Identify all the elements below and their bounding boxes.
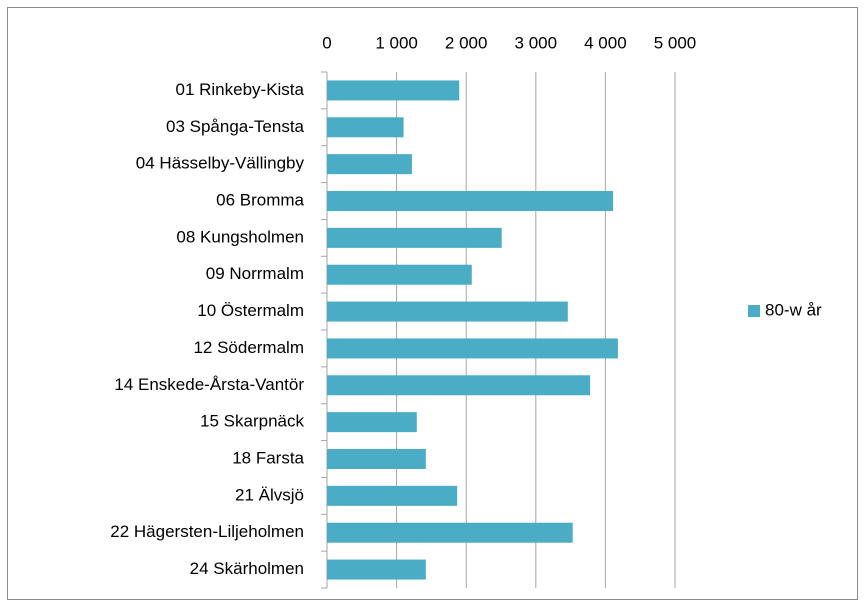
y-tick-label: 06 Bromma xyxy=(216,190,304,209)
bar xyxy=(327,191,614,211)
x-tick-label: 0 xyxy=(322,33,331,52)
x-tick-label: 5 000 xyxy=(654,33,697,52)
y-tick-label: 14 Enskede-Årsta-Vantör xyxy=(114,375,304,394)
bar xyxy=(327,227,502,248)
x-tick-label: 3 000 xyxy=(515,33,558,52)
bar xyxy=(327,338,618,359)
y-tick-label: 10 Östermalm xyxy=(197,301,304,320)
x-tick-label: 2 000 xyxy=(445,33,488,52)
bar xyxy=(327,412,417,433)
x-tick-label: 4 000 xyxy=(584,33,627,52)
legend-swatch xyxy=(748,305,760,317)
bar xyxy=(327,449,426,469)
bar xyxy=(327,264,472,285)
y-tick-label: 04 Hässelby-Vällingby xyxy=(136,154,305,173)
bar xyxy=(327,485,458,506)
y-tick-label: 12 Södermalm xyxy=(193,338,304,357)
x-tick-label: 1 000 xyxy=(375,33,418,52)
bar xyxy=(327,375,591,396)
bar xyxy=(327,559,426,580)
bar xyxy=(327,301,568,322)
bar xyxy=(327,154,412,175)
y-tick-label: 21 Älvsjö xyxy=(235,485,304,504)
y-tick-label: 01 Rinkeby-Kista xyxy=(175,80,304,99)
y-tick-label: 15 Skarpnäck xyxy=(200,412,304,431)
y-tick-label: 22 Hägersten-Liljeholmen xyxy=(110,522,304,541)
y-tick-label: 08 Kungsholmen xyxy=(176,227,304,246)
y-tick-label: 03 Spånga-Tensta xyxy=(166,117,305,136)
bar xyxy=(327,117,404,138)
bar xyxy=(327,80,460,101)
legend-label: 80-w år xyxy=(765,300,822,319)
bar xyxy=(327,522,573,543)
y-tick-label: 24 Skärholmen xyxy=(190,559,304,578)
y-tick-label: 18 Farsta xyxy=(232,448,304,467)
y-tick-label: 09 Norrmalm xyxy=(206,264,304,283)
